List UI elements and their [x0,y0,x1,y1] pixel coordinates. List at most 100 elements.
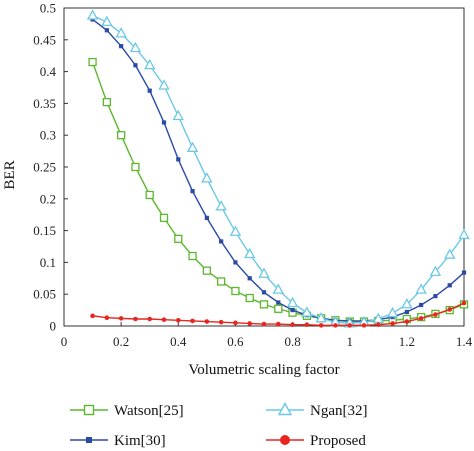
series-kim-30 [90,17,467,324]
data-point [433,294,438,299]
data-point [175,317,181,323]
data-point [419,302,424,308]
data-point [119,44,124,49]
data-point [118,316,124,321]
data-point [147,88,152,93]
data-point [447,307,453,312]
data-point [372,312,384,324]
data-point [218,319,224,325]
legend-label: Kim[30] [114,433,166,449]
data-point [301,306,313,317]
data-point [375,322,381,328]
data-point [86,9,99,20]
data-point [115,27,127,38]
y-tick-label: 0.3 [40,128,56,143]
data-point [131,162,140,172]
data-point [429,265,442,276]
data-point [275,321,281,327]
data-point [104,28,109,33]
data-point [215,200,227,211]
data-point [333,323,338,328]
data-point [361,323,367,328]
data-point [188,251,197,261]
data-point [186,141,199,152]
data-point [174,234,183,244]
x-tick-label: 1.4 [456,334,473,349]
data-point [286,296,299,308]
y-tick-label: 0.05 [33,287,56,302]
data-point [190,189,195,194]
data-point [461,300,467,306]
legend: Watson[25] Ngan[32] Kim[30] Proposed [70,402,367,449]
data-point [202,266,212,275]
data-point [145,190,154,200]
data-point [259,300,269,309]
data-point [204,215,209,220]
data-point [401,298,413,309]
data-point [231,286,240,296]
data-point [172,109,184,121]
x-tick-label: 0 [61,334,68,349]
data-point [418,316,424,321]
x-tick-label: 0.8 [284,334,300,349]
data-point [190,318,195,324]
axes [63,7,465,327]
series-layer [86,9,470,328]
data-point [247,276,252,281]
data-point [159,213,169,223]
y-tick-label: 0.4 [40,64,57,79]
legend-item: Kim[30] [70,433,166,449]
data-point [245,293,254,303]
legend-label: Watson[25] [114,403,184,419]
data-point [102,97,112,107]
y-tick-label: 0.5 [40,1,56,16]
data-point [101,15,113,27]
data-point [244,247,256,259]
data-point [390,321,395,326]
legend-marker [280,435,290,445]
legend-marker [86,437,92,443]
data-point [458,228,470,240]
legend-label: Ngan[32] [310,403,367,419]
data-point [104,315,110,321]
data-point [274,304,283,313]
x-tick-label: 1 [346,334,353,349]
data-point [176,157,181,162]
data-point [444,248,456,259]
y-tick-label: 0 [50,319,57,334]
x-tick-label: 0.4 [170,334,187,349]
data-point [447,283,452,288]
data-point [347,323,353,328]
x-tick-label: 0.2 [113,334,129,349]
data-point [404,309,409,315]
y-axis-label: BER [2,160,18,189]
x-tick-label: 0.6 [227,334,244,349]
y-tick-label: 0.1 [40,255,56,270]
y-tick-label: 0.2 [40,191,56,206]
legend-marker [83,404,95,416]
data-point [233,320,238,326]
y-tick-label: 0.25 [33,160,56,175]
data-point [229,225,242,236]
data-point [147,316,153,322]
data-point [261,290,267,295]
data-point [144,58,156,70]
data-point [216,277,226,286]
data-point [161,317,167,322]
data-point [233,260,238,265]
data-point [261,321,267,327]
y-axis-ticks: 0 0.05 0.1 0.15 0.2 0.25 0.3 0.35 0.4 0.45 0.5 [33,1,68,334]
data-point [433,312,438,317]
data-point [461,270,467,275]
x-axis-label: Volumetric scaling factor [188,362,339,378]
legend-item: Ngan[32] [266,402,367,419]
data-point [158,79,170,90]
data-point [219,239,224,244]
data-point [315,312,327,323]
y-tick-label: 0.35 [33,96,56,111]
data-point [386,306,399,318]
legend-item: Watson[25] [70,403,184,419]
series-ngan-32 [86,9,470,328]
plot-frame [63,7,465,327]
